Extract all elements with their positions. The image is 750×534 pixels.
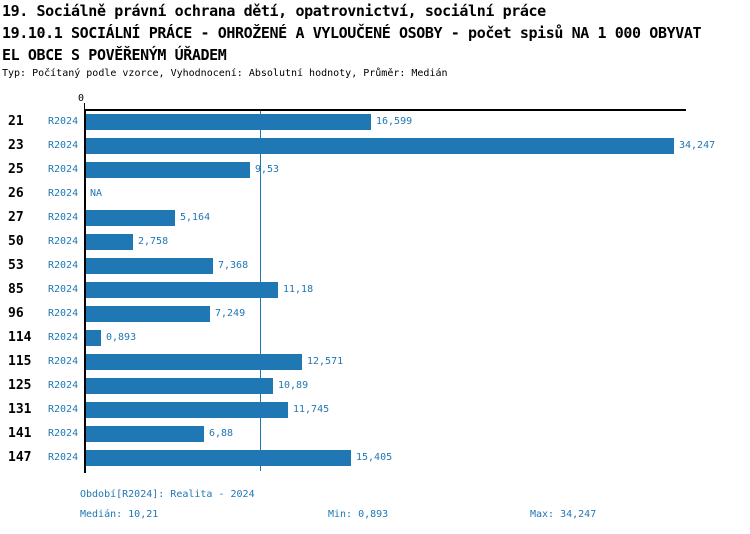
category-label: 85 xyxy=(8,282,24,297)
series-label: R2024 xyxy=(48,404,79,415)
value-label: NA xyxy=(90,188,103,199)
value-label: 34,247 xyxy=(679,140,716,151)
category-label: 23 xyxy=(8,138,24,153)
series-label: R2024 xyxy=(48,332,79,343)
value-label: 6,88 xyxy=(209,428,234,439)
bar xyxy=(86,114,371,130)
category-label: 125 xyxy=(8,378,32,393)
bar xyxy=(86,378,273,394)
bar xyxy=(86,426,204,442)
bar xyxy=(86,258,213,274)
series-label: R2024 xyxy=(48,164,79,175)
value-label: 9,53 xyxy=(255,164,280,175)
category-label: 131 xyxy=(8,402,32,417)
bar xyxy=(86,306,210,322)
report-title-line3: EL OBCE S POVĚŘENÝM ÚŘADEM xyxy=(2,46,227,64)
series-label: R2024 xyxy=(48,452,79,463)
series-label: R2024 xyxy=(48,236,79,247)
bar xyxy=(86,210,175,226)
bar xyxy=(86,162,250,178)
value-label: 0,893 xyxy=(106,332,137,343)
category-label: 114 xyxy=(8,330,32,345)
series-label: R2024 xyxy=(48,284,79,295)
report-title-line1: 19. Sociálně právní ochrana dětí, opatro… xyxy=(2,2,546,20)
category-label: 96 xyxy=(8,306,24,321)
category-label: 21 xyxy=(8,114,24,129)
series-label: R2024 xyxy=(48,308,79,319)
series-label: R2024 xyxy=(48,356,79,367)
bar xyxy=(86,234,133,250)
value-label: 7,249 xyxy=(215,308,246,319)
footer-median: Medián: 10,21 xyxy=(80,509,159,520)
footer-period: Období[R2024]: Realita - 2024 xyxy=(80,489,255,500)
x-axis-tick-mark xyxy=(84,103,85,111)
report-title-line2: 19.10.1 SOCIÁLNÍ PRÁCE - OHROŽENÉ A VYLO… xyxy=(2,24,702,42)
category-label: 27 xyxy=(8,210,24,225)
value-label: 2,758 xyxy=(138,236,169,247)
series-label: R2024 xyxy=(48,260,79,271)
bar xyxy=(86,138,674,154)
value-label: 11,18 xyxy=(283,284,314,295)
report-subtitle: Typ: Počítaný podle vzorce, Vyhodnocení:… xyxy=(2,68,448,79)
bar xyxy=(86,354,302,370)
category-label: 147 xyxy=(8,450,32,465)
x-axis-line xyxy=(85,109,686,111)
value-label: 16,599 xyxy=(376,116,413,127)
category-label: 53 xyxy=(8,258,24,273)
series-label: R2024 xyxy=(48,116,79,127)
category-label: 25 xyxy=(8,162,24,177)
bar xyxy=(86,450,351,466)
y-axis-line xyxy=(84,109,86,473)
bar xyxy=(86,330,101,346)
category-label: 26 xyxy=(8,186,24,201)
value-label: 11,745 xyxy=(293,404,330,415)
series-label: R2024 xyxy=(48,212,79,223)
bar xyxy=(86,402,288,418)
footer-max: Max: 34,247 xyxy=(530,509,597,520)
series-label: R2024 xyxy=(48,428,79,439)
series-label: R2024 xyxy=(48,140,79,151)
x-axis-tick-label: 0 xyxy=(78,93,85,104)
value-label: 5,164 xyxy=(180,212,211,223)
value-label: 7,368 xyxy=(218,260,249,271)
footer-min: Min: 0,893 xyxy=(328,509,389,520)
category-label: 50 xyxy=(8,234,24,249)
category-label: 141 xyxy=(8,426,32,441)
value-label: 10,89 xyxy=(278,380,309,391)
value-label: 12,571 xyxy=(307,356,344,367)
bar xyxy=(86,282,278,298)
series-label: R2024 xyxy=(48,188,79,199)
category-label: 115 xyxy=(8,354,32,369)
series-label: R2024 xyxy=(48,380,79,391)
value-label: 15,405 xyxy=(356,452,393,463)
